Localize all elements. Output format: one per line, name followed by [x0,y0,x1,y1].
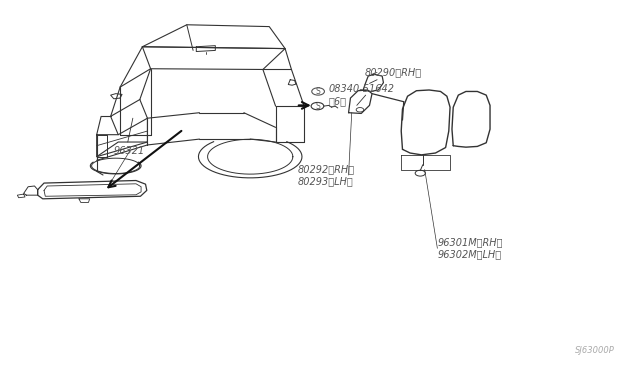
Text: 80292〈RH〉
80293〈LH〉: 80292〈RH〉 80293〈LH〉 [298,164,355,186]
Text: 96301M〈RH〉
96302M〈LH〉: 96301M〈RH〉 96302M〈LH〉 [437,237,503,259]
Text: SJ63000P: SJ63000P [575,346,615,355]
Text: 08340-51642
〈6〉: 08340-51642 〈6〉 [328,84,394,106]
Text: S: S [315,102,320,110]
Text: S: S [316,87,321,96]
Text: 96321: 96321 [114,146,145,156]
Text: 80290〈RH〉: 80290〈RH〉 [364,67,422,77]
